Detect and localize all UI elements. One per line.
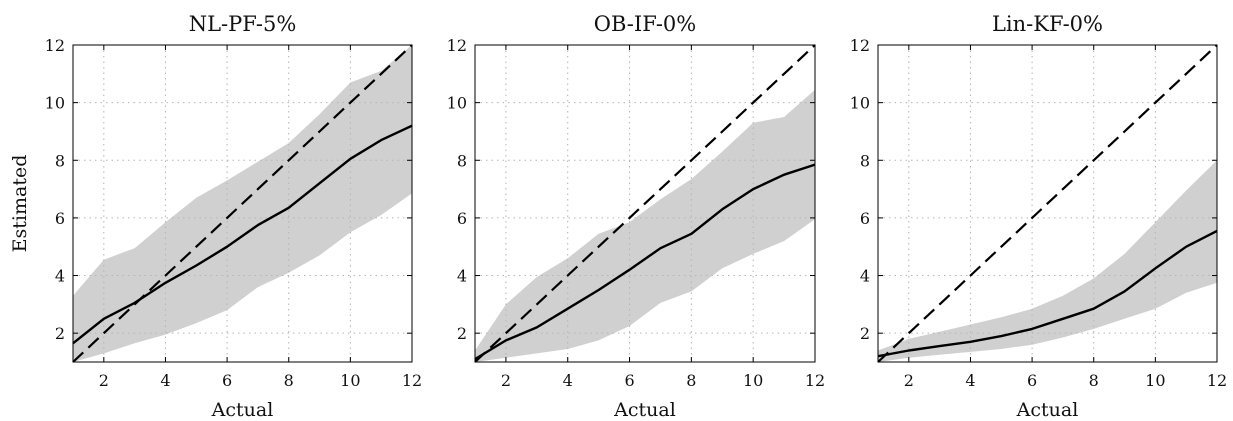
y-tick-label: 12 bbox=[45, 36, 65, 55]
x-tick-label: 6 bbox=[624, 371, 634, 390]
x-tick-label: 4 bbox=[160, 371, 170, 390]
y-tick-label: 8 bbox=[55, 151, 65, 170]
y-tick-labels: 2 4 6 8 10 12 bbox=[447, 36, 467, 343]
x-tick-label: 12 bbox=[805, 371, 825, 390]
plot-area bbox=[877, 44, 1218, 363]
y-tick-label: 4 bbox=[457, 267, 467, 286]
axes-frame bbox=[474, 44, 816, 363]
plot-area bbox=[72, 44, 413, 363]
y-tick-label: 8 bbox=[457, 151, 467, 170]
subplot-title: Lin-KF-0% bbox=[992, 12, 1103, 36]
axes-frame bbox=[72, 44, 413, 363]
estimate-line bbox=[72, 124, 413, 345]
x-tick-label: 10 bbox=[340, 371, 360, 390]
subplot-title: NL-PF-5% bbox=[189, 12, 297, 36]
plot-area bbox=[474, 44, 816, 363]
x-tick-label: 8 bbox=[686, 371, 696, 390]
x-tick-labels: 2 4 6 8 10 12 bbox=[99, 371, 422, 390]
x-tick-label: 4 bbox=[563, 371, 573, 390]
subplot-lin-kf: Lin-KF-0% Actual 2 4 6 8 10 12 2 4 6 8 1… bbox=[850, 12, 1228, 421]
x-tick-label: 6 bbox=[1027, 371, 1037, 390]
identity-line bbox=[474, 44, 816, 363]
confidence-band bbox=[475, 89, 815, 362]
x-tick-label: 8 bbox=[284, 371, 294, 390]
y-tick-label: 6 bbox=[55, 209, 65, 228]
y-tick-label: 2 bbox=[457, 324, 467, 343]
x-axis-label: Actual bbox=[1016, 399, 1079, 421]
y-tick-label: 12 bbox=[850, 36, 870, 55]
y-tick-label: 10 bbox=[447, 94, 467, 113]
subplot-nl-pf: NL-PF-5% Actual Estimated 2 4 6 8 10 12 … bbox=[9, 12, 422, 421]
y-tick-label: 10 bbox=[45, 94, 65, 113]
estimate-line bbox=[877, 229, 1218, 358]
y-tick-label: 6 bbox=[860, 209, 870, 228]
y-tick-label: 12 bbox=[447, 36, 467, 55]
x-tick-label: 12 bbox=[1207, 371, 1227, 390]
confidence-band bbox=[878, 160, 1217, 362]
y-tick-label: 10 bbox=[850, 94, 870, 113]
x-tick-labels: 2 4 6 8 10 12 bbox=[501, 371, 825, 390]
y-tick-label: 8 bbox=[860, 151, 870, 170]
y-tick-labels: 2 4 6 8 10 12 bbox=[45, 36, 65, 343]
y-axis-label: Estimated bbox=[9, 155, 31, 253]
estimate-line bbox=[474, 163, 816, 361]
x-tick-label: 12 bbox=[402, 371, 422, 390]
y-tick-label: 4 bbox=[860, 267, 870, 286]
subplot-title: OB-IF-0% bbox=[594, 12, 696, 36]
subplot-ob-if: OB-IF-0% Actual 2 4 6 8 10 12 2 4 6 8 10… bbox=[447, 12, 826, 421]
identity-line bbox=[72, 44, 413, 363]
x-axis-label: Actual bbox=[211, 399, 274, 421]
x-tick-label: 8 bbox=[1089, 371, 1099, 390]
y-tick-label: 6 bbox=[457, 209, 467, 228]
x-tick-label: 2 bbox=[501, 371, 511, 390]
y-tick-label: 4 bbox=[55, 267, 65, 286]
x-tick-label: 4 bbox=[965, 371, 975, 390]
x-tick-labels: 2 4 6 8 10 12 bbox=[904, 371, 1227, 390]
axes-frame bbox=[877, 44, 1218, 363]
x-tick-label: 2 bbox=[904, 371, 914, 390]
x-tick-label: 10 bbox=[1145, 371, 1165, 390]
y-tick-labels: 2 4 6 8 10 12 bbox=[850, 36, 870, 343]
x-tick-label: 6 bbox=[222, 371, 232, 390]
y-tick-label: 2 bbox=[55, 324, 65, 343]
identity-line bbox=[877, 44, 1218, 363]
y-tick-label: 2 bbox=[860, 324, 870, 343]
x-tick-label: 10 bbox=[743, 371, 763, 390]
x-axis-label: Actual bbox=[613, 399, 676, 421]
x-tick-label: 2 bbox=[99, 371, 109, 390]
